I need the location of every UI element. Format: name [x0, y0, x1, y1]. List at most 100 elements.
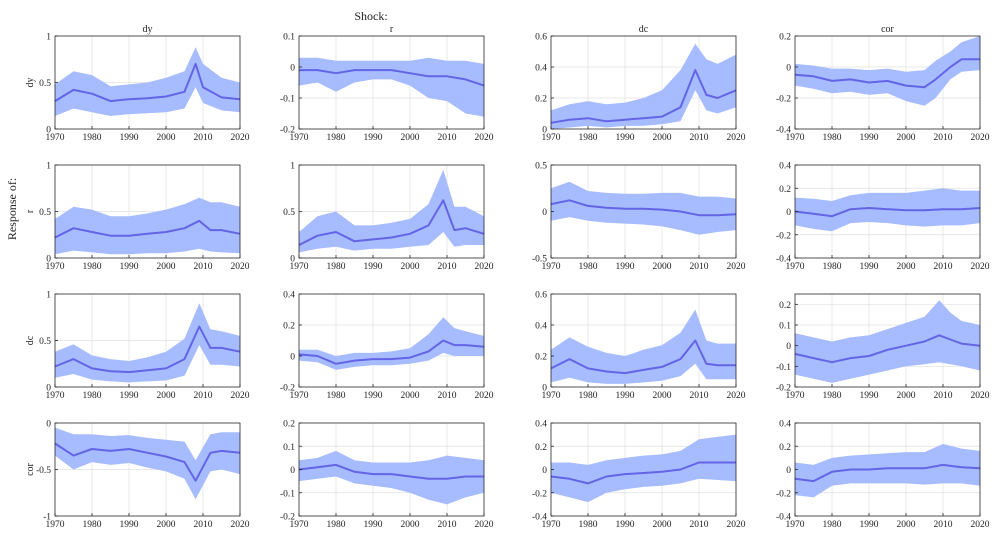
panel-cor-r-xtick-label-1: 1980 [327, 520, 346, 530]
panel-r-r-ytick-label-2: 1 [290, 162, 295, 172]
panel-r-r: 1970 1980 1990 2000 2010 2020 0 0.5 1 [283, 162, 494, 273]
panel-r-cor-ytick-label-3: 0.2 [779, 185, 791, 195]
panel-cor-dc-ytick-label-3: 0.2 [535, 443, 547, 453]
panel-r-dc-ytick-label-2: 0.5 [535, 162, 547, 172]
panel-cor-dc-line [550, 461, 736, 485]
panel-r-cor-ytick-label-0: -0.4 [776, 255, 791, 265]
panel-dc-r: 1970 1980 1990 2000 2010 2020 -0.2 0 0.2 0.4 [280, 291, 494, 402]
panel-dc-r-xtick-label-0: 1970 [290, 391, 309, 401]
panel-dc-dc: 1970 1980 1990 2000 2010 2020 0 0.2 0.4 0.6 [535, 291, 746, 402]
panel-cor-cor-line [794, 463, 981, 483]
panel-dy-cor-xtick-label-5: 2020 [971, 133, 990, 143]
panel-cor-cor-xtick-label-5: 2020 [971, 520, 990, 530]
panel-dy-r-frame [298, 35, 485, 130]
panel-dy-cor-ytick-label-0: -0.4 [776, 126, 791, 136]
panel-dc-cor-xtick-label-5: 2020 [971, 391, 990, 401]
panel-dc-r-ytick-label-1: 0 [290, 353, 295, 363]
panel-cor-dy-ytick-label-1: -0.5 [36, 466, 51, 476]
panel-r-r-xtick-label-0: 1970 [290, 262, 309, 272]
panel-dc-dc-line [550, 339, 736, 375]
panel-r-dc-xtick-label-1: 1980 [579, 262, 598, 272]
panel-dc-r-frame [298, 293, 485, 388]
panel-r-cor-line [794, 207, 981, 218]
panel-dc-r-ytick-label-2: 0.2 [283, 322, 295, 332]
panel-r-cor-ytick-label-1: -0.2 [776, 231, 791, 241]
panel-cor-cor-xtick-label-0: 1970 [786, 520, 805, 530]
panel-dy-dy-xtick-label-2: 1990 [120, 133, 139, 143]
panel-dc-dy-line [54, 325, 241, 374]
panel-dy-dc-xtick-label-4: 2010 [690, 133, 709, 143]
panel-dc-dy-xtick-label-1: 1980 [83, 391, 102, 401]
panel-dc-dc-ytick-label-1: 0.2 [535, 353, 547, 363]
panel-r-dc: 1970 1980 1990 2000 2010 2020 -0.5 0 0.5 [532, 162, 746, 273]
panel-dc-cor-xtick-label-4: 2010 [934, 391, 953, 401]
panel-r-dc-ytick-label-0: -0.5 [532, 255, 547, 265]
panel-r-cor-ytick-label-2: 0 [786, 208, 791, 218]
panel-dc-dy-ytick-label-1: 0.5 [39, 337, 51, 347]
panel-r-dc-xtick-label-3: 2000 [653, 262, 672, 272]
panel-dc-cor-ytick-label-0: -0.2 [776, 384, 791, 394]
panel-dy-dc-ytick-label-1: 0.2 [535, 95, 547, 105]
panel-cor-cor-xtick-label-4: 2010 [934, 520, 953, 530]
panel-dy-cor-line [794, 58, 980, 89]
panel-cor-r-xtick-label-4: 2010 [438, 520, 457, 530]
panel-cor-cor-ytick-label-4: 0.4 [779, 420, 791, 430]
panel-r-cor: 1970 1980 1990 2000 2010 2020 -0.4 -0.2 0 0.2 0.4 [776, 162, 990, 273]
panel-cor-dy-band [55, 427, 240, 500]
panel-cor-r-xtick-label-3: 2000 [401, 520, 420, 530]
row-label-dy: dy [25, 78, 36, 88]
row-label-cor: cor [25, 462, 36, 475]
panel-cor-dc-xtick-label-1: 1980 [579, 520, 598, 530]
panel-dy-r-xtick-label-5: 2020 [475, 133, 494, 143]
panel-dy-dc-xtick-label-2: 1990 [616, 133, 635, 143]
panel-dc-cor-xtick-label-0: 1970 [786, 391, 805, 401]
panel-cor-r-ytick-label-1: -0.1 [280, 489, 295, 499]
panel-r-r-ytick-label-1: 0.5 [283, 208, 295, 218]
panel-dc-cor: 1970 1980 1990 2000 2010 2020 -0.2 -0.1 0 0.1 0.2 [776, 293, 990, 401]
panel-dc-r-line [298, 339, 485, 365]
panel-r-dc-xtick-label-0: 1970 [542, 262, 561, 272]
column-title-dy: dy [143, 24, 153, 35]
panel-dc-r-xtick-label-3: 2000 [401, 391, 420, 401]
panel-r-dy-xtick-label-3: 2000 [157, 262, 176, 272]
panel-cor-dy-xtick-label-1: 1980 [83, 520, 102, 530]
panel-cor-cor-ytick-label-1: -0.2 [776, 489, 791, 499]
panel-cor-dc: 1970 1980 1990 2000 2010 2020 -0.4 -0.2 0 0.2 0.4 [532, 420, 746, 531]
panel-dc-dc-xtick-label-2: 1990 [616, 391, 635, 401]
panel-dy-dc-xtick-label-1: 1980 [579, 133, 598, 143]
panel-dy-dy-ytick-label-0: 0 [46, 126, 51, 136]
panel-grid: 1970 1980 1990 2000 2010 2020 0 0.5 1 1970 1980 199… [25, 24, 990, 530]
panel-cor-dc-xtick-label-0: 1970 [542, 520, 561, 530]
panel-r-cor-xtick-label-1: 1980 [823, 262, 842, 272]
panel-r-dy-xtick-label-5: 2020 [231, 262, 250, 272]
panel-dc-dc-ytick-label-0: 0 [542, 384, 547, 394]
panel-dy-dy: 1970 1980 1990 2000 2010 2020 0 0.5 1 [39, 33, 250, 144]
panel-dy-cor: 1970 1980 1990 2000 2010 2020 -0.4 -0.2 0 0.2 [776, 33, 990, 144]
panel-dc-cor-xtick-label-2: 1990 [860, 391, 879, 401]
panel-dc-r-xtick-label-4: 2010 [438, 391, 457, 401]
panel-dy-cor-ytick-label-2: 0 [786, 64, 791, 74]
panel-cor-r-line [298, 463, 484, 480]
panel-dc-r-xtick-label-1: 1980 [327, 391, 346, 401]
panel-cor-dc-band [551, 434, 736, 503]
row-label-r: r [25, 209, 36, 213]
panel-r-r-line [298, 199, 485, 246]
panel-r-dy-band [55, 197, 240, 255]
panel-dy-r-xtick-label-1: 1980 [327, 133, 346, 143]
panel-dc-dy-xtick-label-5: 2020 [231, 391, 250, 401]
panel-dy-dy-band [55, 47, 240, 117]
panel-r-dy-xtick-label-1: 1980 [83, 262, 102, 272]
panel-r-dy-xtick-label-4: 2010 [194, 262, 213, 272]
panel-dy-r-xtick-label-0: 1970 [290, 133, 309, 143]
panel-dy-dc-line [550, 69, 737, 124]
panel-dy-dc-xtick-label-3: 2000 [653, 133, 672, 143]
panel-r-cor-xtick-label-4: 2010 [934, 262, 953, 272]
panel-dc-dc-frame [550, 293, 737, 388]
panel-r-cor-ytick-label-4: 0.4 [779, 162, 791, 172]
panel-r-dy-line [54, 219, 241, 239]
panel-dy-cor-xtick-label-2: 1990 [860, 133, 879, 143]
panel-dc-dy-xtick-label-4: 2010 [194, 391, 213, 401]
panel-dc-dc-xtick-label-5: 2020 [727, 391, 746, 401]
panel-dy-dy-line [54, 62, 241, 103]
panel-dc-cor-ytick-label-3: 0.1 [779, 322, 791, 332]
